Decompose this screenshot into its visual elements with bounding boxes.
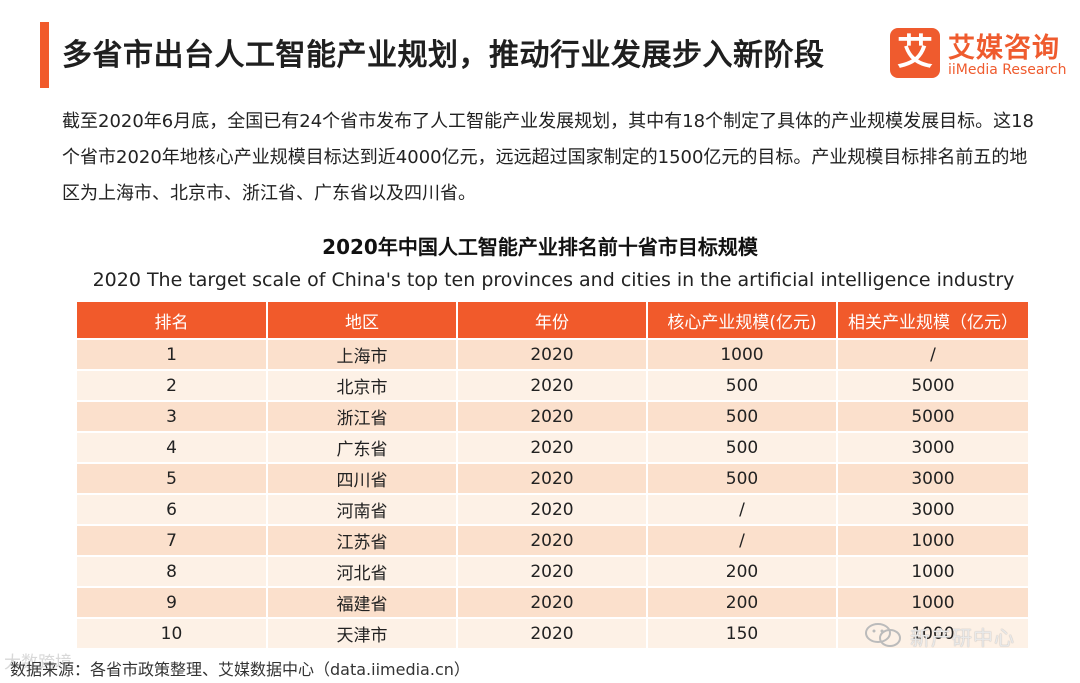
cell-core-scale: /	[647, 493, 838, 525]
cell-core-scale: 500	[647, 400, 838, 432]
table-row: 8 河北省 2020 200 1000	[77, 555, 1028, 587]
cell-year: 2020	[457, 369, 648, 401]
cell-rank: 4	[77, 431, 268, 463]
cell-year: 2020	[457, 338, 648, 370]
cell-year: 2020	[457, 524, 648, 556]
table-row: 3 浙江省 2020 500 5000	[77, 400, 1028, 432]
table-header-row: 排名 地区 年份 核心产业规模(亿元) 相关产业规模（亿元）	[77, 302, 1028, 339]
column-header-region: 地区	[267, 302, 458, 339]
page-title: 多省市出台人工智能产业规划，推动行业发展步入新阶段	[62, 38, 825, 73]
cell-rank: 3	[77, 400, 268, 432]
data-source-note: 数据来源：各省市政策整理、艾媒数据中心（data.iimedia.cn）	[10, 660, 470, 679]
cell-year: 2020	[457, 400, 648, 432]
cell-region: 河南省	[267, 493, 458, 525]
cell-year: 2020	[457, 431, 648, 463]
cell-rank: 7	[77, 524, 268, 556]
cell-core-scale: 500	[647, 431, 838, 463]
logo-mark: 艾	[890, 28, 940, 78]
cell-core-scale: 200	[647, 586, 838, 618]
table-row: 4 广东省 2020 500 3000	[77, 431, 1028, 463]
table-row: 1 上海市 2020 1000 /	[77, 338, 1028, 370]
cell-related-scale: 3000	[837, 462, 1028, 494]
cell-rank: 10	[77, 617, 268, 648]
cell-related-scale: 5000	[837, 369, 1028, 401]
wechat-icon	[865, 623, 901, 647]
column-header-year: 年份	[457, 302, 648, 339]
cell-rank: 1	[77, 338, 268, 370]
logo-name-cn: 艾媒咨询	[948, 33, 1060, 64]
cell-year: 2020	[457, 493, 648, 525]
intro-paragraph: 截至2020年6月底，全国已有24个省市发布了人工智能产业发展规划，其中有18个…	[62, 111, 1034, 204]
table-body: 1 上海市 2020 1000 / 2 北京市 2020 500 5000 3 …	[77, 338, 1028, 648]
cell-core-scale: 500	[647, 462, 838, 494]
column-header-related-scale: 相关产业规模（亿元）	[837, 302, 1028, 339]
cell-core-scale: 500	[647, 369, 838, 401]
cell-region: 福建省	[267, 586, 458, 618]
cell-related-scale: 1000	[837, 617, 1028, 648]
watermark-left: 大数跨境	[4, 653, 72, 673]
table-row: 7 江苏省 2020 / 1000	[77, 524, 1028, 556]
logo-name-en: iiMedia Research	[948, 62, 1067, 78]
table-title: 2020年中国人工智能产业排名前十省市目标规模	[322, 235, 758, 259]
column-header-core-scale: 核心产业规模(亿元)	[647, 302, 838, 339]
cell-rank: 9	[77, 586, 268, 618]
cell-related-scale: 3000	[837, 493, 1028, 525]
target-scale-table: 排名 地区 年份 核心产业规模(亿元) 相关产业规模（亿元） 1 上海市 202…	[77, 302, 1028, 648]
cell-region: 北京市	[267, 369, 458, 401]
cell-region: 上海市	[267, 338, 458, 370]
table-row: 5 四川省 2020 500 3000	[77, 462, 1028, 494]
iimedia-logo: 艾 艾媒咨询 iiMedia Research	[890, 26, 1070, 86]
title-accent-bar	[40, 22, 49, 88]
cell-region: 江苏省	[267, 524, 458, 556]
wechat-account-name: 新产研中心	[910, 626, 1015, 650]
cell-region: 四川省	[267, 462, 458, 494]
cell-related-scale: /	[837, 338, 1028, 370]
table-row: 6 河南省 2020 / 3000	[77, 493, 1028, 525]
column-header-rank: 排名	[77, 302, 268, 339]
cell-rank: 8	[77, 555, 268, 587]
cell-rank: 5	[77, 462, 268, 494]
cell-year: 2020	[457, 555, 648, 587]
cell-core-scale: /	[647, 524, 838, 556]
cell-year: 2020	[457, 617, 648, 648]
cell-region: 浙江省	[267, 400, 458, 432]
cell-core-scale: 1000	[647, 338, 838, 370]
cell-region: 广东省	[267, 431, 458, 463]
cell-core-scale: 150	[647, 617, 838, 648]
cell-related-scale: 5000	[837, 400, 1028, 432]
cell-region: 河北省	[267, 555, 458, 587]
cell-core-scale: 200	[647, 555, 838, 587]
cell-related-scale: 1000	[837, 555, 1028, 587]
cell-related-scale: 3000	[837, 431, 1028, 463]
cell-year: 2020	[457, 462, 648, 494]
table-row: 2 北京市 2020 500 5000	[77, 369, 1028, 401]
cell-related-scale: 1000	[837, 586, 1028, 618]
cell-related-scale: 1000	[837, 524, 1028, 556]
table-subtitle: 2020 The target scale of China's top ten…	[92, 269, 1015, 291]
cell-region: 天津市	[267, 617, 458, 648]
cell-rank: 6	[77, 493, 268, 525]
table-row: 10 天津市 2020 150 1000	[77, 617, 1028, 648]
cell-year: 2020	[457, 586, 648, 618]
cell-rank: 2	[77, 369, 268, 401]
table-row: 9 福建省 2020 200 1000	[77, 586, 1028, 618]
